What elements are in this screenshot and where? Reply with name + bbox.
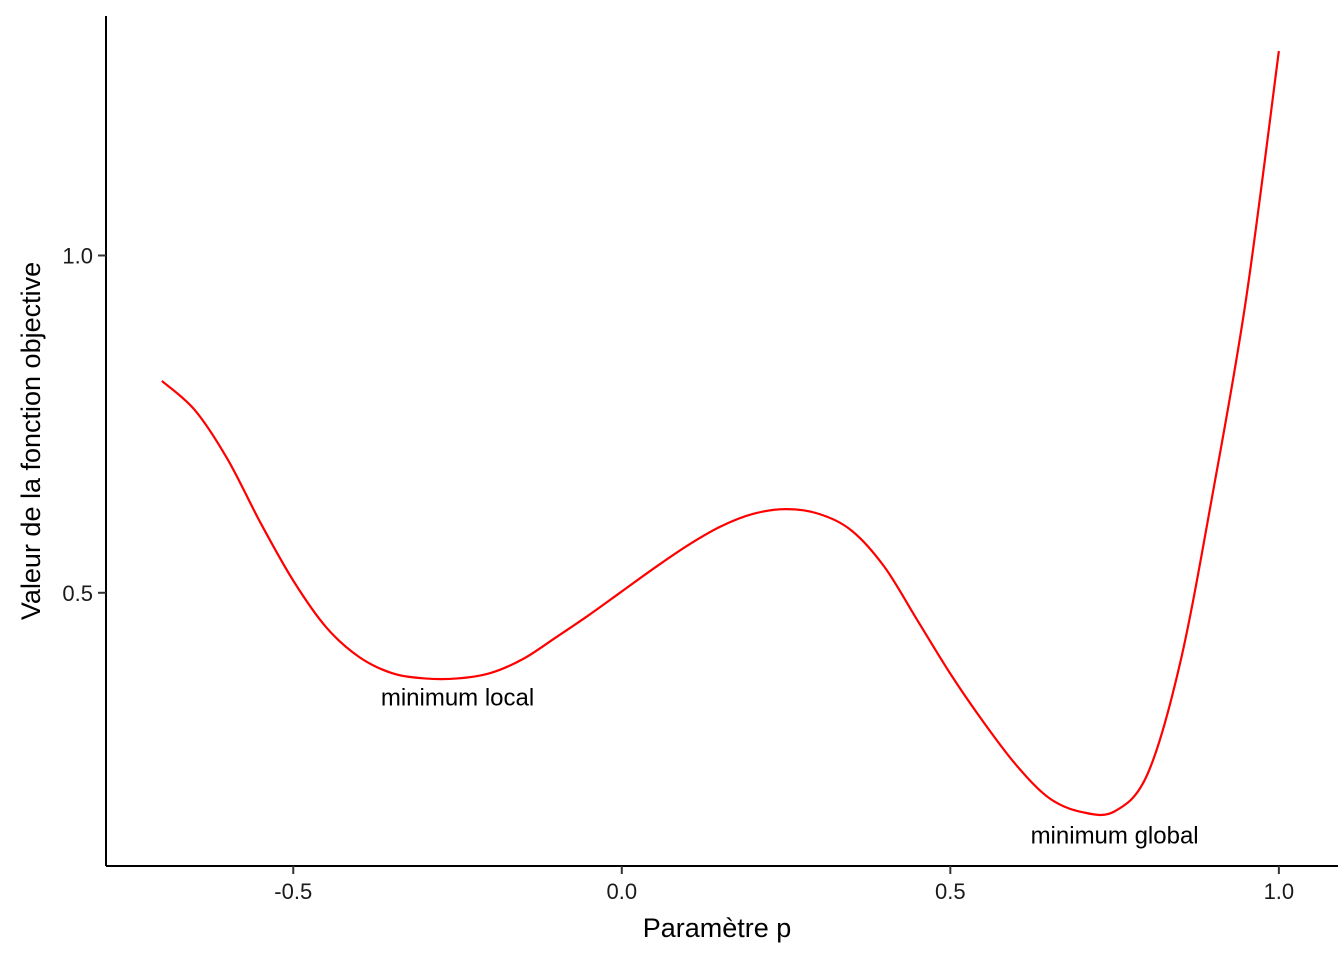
x-axis-title: Paramètre p: [643, 913, 792, 943]
annotation-label: minimum global: [1031, 823, 1199, 850]
plot-panel: [105, 16, 1338, 867]
y-tick-label: 1.0: [62, 243, 93, 268]
series-layer: [161, 50, 1280, 817]
x-tick-label: -0.5: [274, 879, 312, 904]
x-tick-label: 0.0: [607, 879, 638, 904]
annotation-label: minimum local: [381, 684, 534, 711]
x-tick-label: 0.5: [935, 879, 966, 904]
x-tick-label: 1.0: [1264, 879, 1295, 904]
y-axis-title: Valeur de la fonction objective: [16, 262, 46, 620]
y-axis-ticks: 0.5 1.0: [62, 243, 106, 606]
annotations: minimum local minimum global: [381, 684, 1199, 849]
objective-curve: [161, 50, 1280, 817]
x-axis-ticks: -0.5 0.0 0.5 1.0: [274, 866, 1294, 904]
y-tick-label: 0.5: [62, 581, 93, 606]
